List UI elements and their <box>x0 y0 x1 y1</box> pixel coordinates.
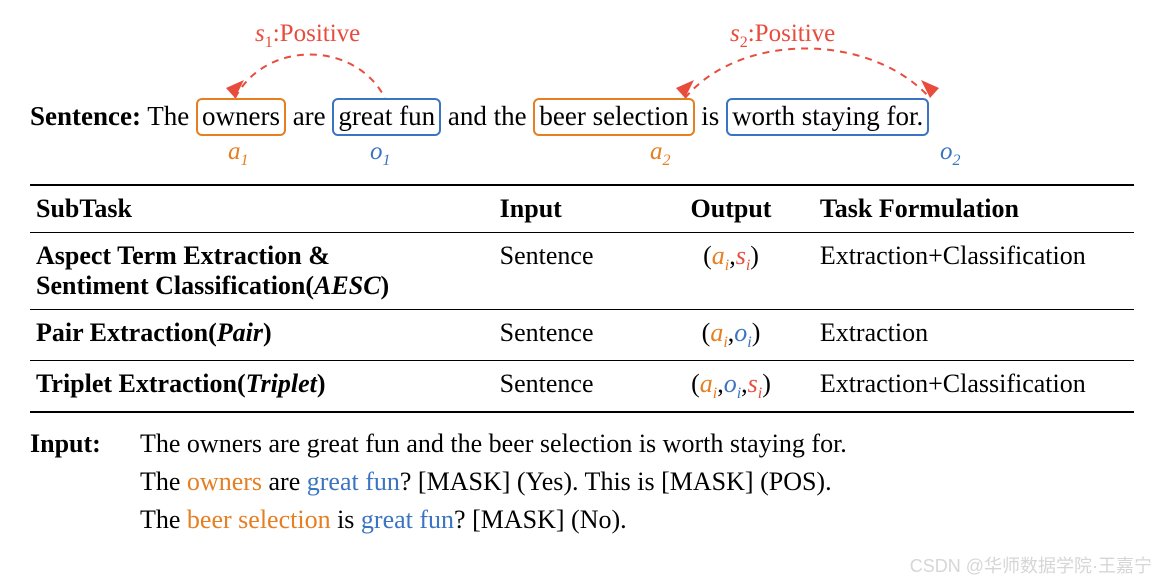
th-formulation: Task Formulation <box>814 185 1134 233</box>
arc-s2 <box>685 49 930 99</box>
arc-s1-arrow <box>226 80 244 98</box>
arc-s2-arrow-right <box>921 80 939 98</box>
subtask-table: SubTask Input Output Task Formulation As… <box>30 184 1134 413</box>
th-subtask: SubTask <box>30 185 494 233</box>
cell-formulation: Extraction <box>814 310 1134 361</box>
input-body: The owners are great fun and the beer se… <box>140 425 847 538</box>
th-input: Input <box>494 185 649 233</box>
under-o2: o2 <box>940 138 961 170</box>
table-body: Aspect Term Extraction &Sentiment Classi… <box>30 233 1134 413</box>
cell-input: Sentence <box>494 361 649 413</box>
under-o1: o1 <box>370 138 391 170</box>
cell-input: Sentence <box>494 233 649 310</box>
cell-output: (ai,si) <box>648 233 814 310</box>
input-block: Input: The owners are great fun and the … <box>30 425 1134 538</box>
cell-input: Sentence <box>494 310 649 361</box>
arc-s2-arrow-left <box>676 80 694 98</box>
table-row: Pair Extraction(Pair)Sentence(ai,oi)Extr… <box>30 310 1134 361</box>
under-a2: a2 <box>650 138 671 170</box>
table-header-row: SubTask Input Output Task Formulation <box>30 185 1134 233</box>
opinion-o2: worth staying for. <box>726 98 929 136</box>
watermark: CSDN @华师数据学院·王嘉宁 <box>910 552 1152 578</box>
input-line-2: The owners are great fun? [MASK] (Yes). … <box>140 463 847 501</box>
input-line-1: The owners are great fun and the beer se… <box>140 425 847 463</box>
sentiment-s1: s1:Positive <box>255 20 360 52</box>
opinion-o1: great fun <box>332 98 441 136</box>
cell-formulation: Extraction+Classification <box>814 233 1134 310</box>
under-a1: a1 <box>228 138 249 170</box>
cell-output: (ai,oi) <box>648 310 814 361</box>
sentiment-s2: s2:Positive <box>730 20 835 52</box>
sentence-region: s1:Positive s2:Positive Sentence: The ow… <box>30 20 1134 180</box>
table-row: Aspect Term Extraction &Sentiment Classi… <box>30 233 1134 310</box>
input-label: Input: <box>30 425 140 538</box>
cell-subtask: Aspect Term Extraction &Sentiment Classi… <box>30 233 494 310</box>
cell-output: (ai,oi,si) <box>648 361 814 413</box>
aspect-a1: owners <box>196 98 286 136</box>
input-line-3: The beer selection is great fun? [MASK] … <box>140 501 847 539</box>
sentence-line: Sentence: The owners are great fun and t… <box>30 98 929 136</box>
sentence-label: Sentence: <box>30 101 141 131</box>
aspect-a2: beer selection <box>533 98 694 136</box>
arc-s1 <box>235 55 385 99</box>
cell-subtask: Pair Extraction(Pair) <box>30 310 494 361</box>
cell-formulation: Extraction+Classification <box>814 361 1134 413</box>
table-row: Triplet Extraction(Triplet)Sentence(ai,o… <box>30 361 1134 413</box>
cell-subtask: Triplet Extraction(Triplet) <box>30 361 494 413</box>
th-output: Output <box>648 185 814 233</box>
